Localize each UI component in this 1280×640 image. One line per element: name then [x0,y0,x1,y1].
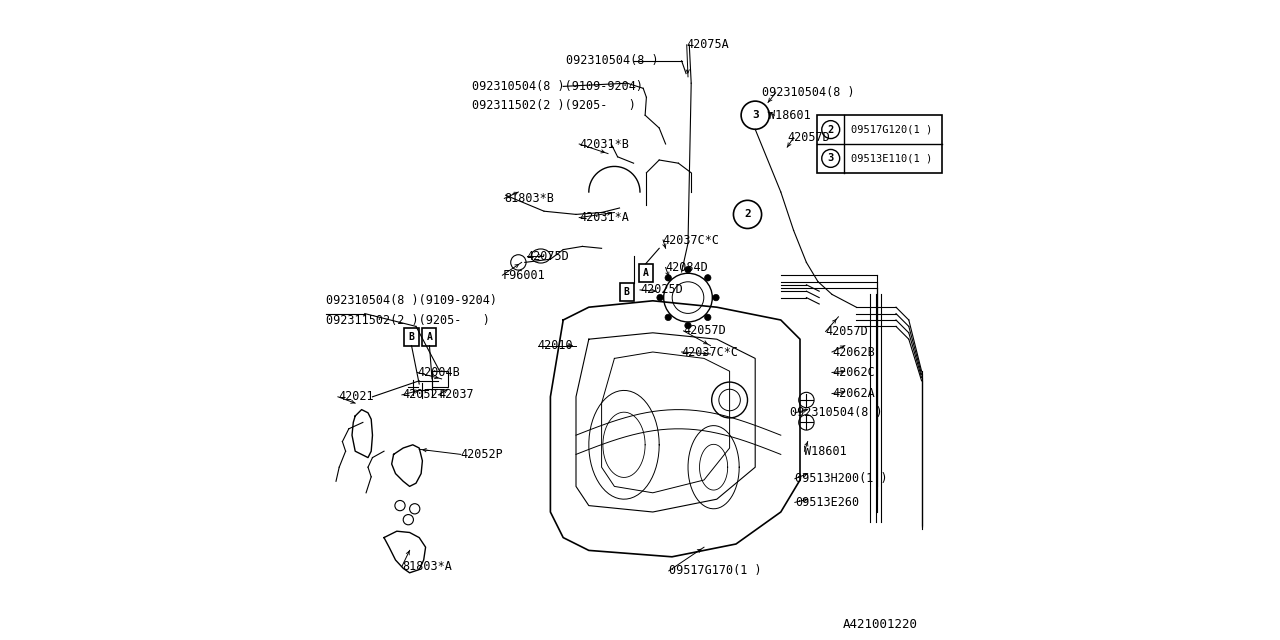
Text: A: A [426,332,433,342]
Text: 42062C: 42062C [832,366,874,379]
Text: W18601: W18601 [768,109,810,122]
Text: 09513E260: 09513E260 [795,496,859,509]
Text: 42075D: 42075D [527,250,570,262]
Circle shape [685,323,691,329]
Circle shape [666,275,672,281]
Text: 42057D: 42057D [684,324,726,337]
Circle shape [704,314,710,321]
Bar [422,328,436,346]
Text: 42025D: 42025D [640,284,682,296]
Text: 81803*B: 81803*B [504,192,554,205]
Circle shape [666,314,672,321]
Text: 092311502(2 )(9205-   ): 092311502(2 )(9205- ) [326,314,490,326]
Bar [433,371,448,387]
Text: 42037C*C: 42037C*C [681,346,739,358]
Text: 42037C*C: 42037C*C [663,234,719,246]
Text: 42021: 42021 [338,390,374,403]
Text: 42010: 42010 [538,339,573,352]
Text: 3: 3 [828,154,833,163]
Text: A421001220: A421001220 [842,618,918,630]
Circle shape [704,275,710,281]
Text: 42062A: 42062A [832,387,874,400]
Text: 092310504(8 ): 092310504(8 ) [762,86,854,99]
Text: 42031*A: 42031*A [580,211,628,224]
Text: 09517G120(1 ): 09517G120(1 ) [851,125,932,134]
Text: 2: 2 [744,209,751,220]
Text: 42075A: 42075A [687,38,730,51]
Text: 3: 3 [751,110,759,120]
Circle shape [713,294,719,301]
Text: 092310504(8 ): 092310504(8 ) [566,54,659,67]
Text: 09513H200(1 ): 09513H200(1 ) [795,472,887,485]
Bar [404,328,419,346]
Text: 42057D: 42057D [826,325,868,338]
Text: 42052P: 42052P [461,448,503,461]
Bar [620,283,634,301]
Circle shape [685,266,691,273]
Text: 42052T: 42052T [402,388,444,401]
Text: 42057D: 42057D [787,131,829,144]
Text: B: B [623,287,630,297]
Text: 42084D: 42084D [666,261,708,274]
Text: 092310504(8 )(9109-9204): 092310504(8 )(9109-9204) [472,80,643,93]
Circle shape [657,294,663,301]
Text: 81803*A: 81803*A [402,560,452,573]
Text: 09513E110(1 ): 09513E110(1 ) [851,154,932,163]
Bar [639,264,653,282]
Text: 092310504(8 ): 092310504(8 ) [791,406,883,419]
Text: 092310504(8 )(9109-9204): 092310504(8 )(9109-9204) [326,294,498,307]
Text: B: B [408,332,415,342]
Text: 2: 2 [828,125,833,134]
Text: 42031*B: 42031*B [580,138,628,150]
Bar [818,115,942,173]
Text: 42004B: 42004B [417,366,460,379]
Text: A: A [643,268,649,278]
Text: 092311502(2 )(9205-   ): 092311502(2 )(9205- ) [472,99,636,112]
Text: F96001: F96001 [502,269,545,282]
Text: 42062B: 42062B [832,346,874,358]
Text: 42037: 42037 [438,388,474,401]
Text: 09517G170(1 ): 09517G170(1 ) [668,564,762,577]
Text: W18601: W18601 [805,445,847,458]
